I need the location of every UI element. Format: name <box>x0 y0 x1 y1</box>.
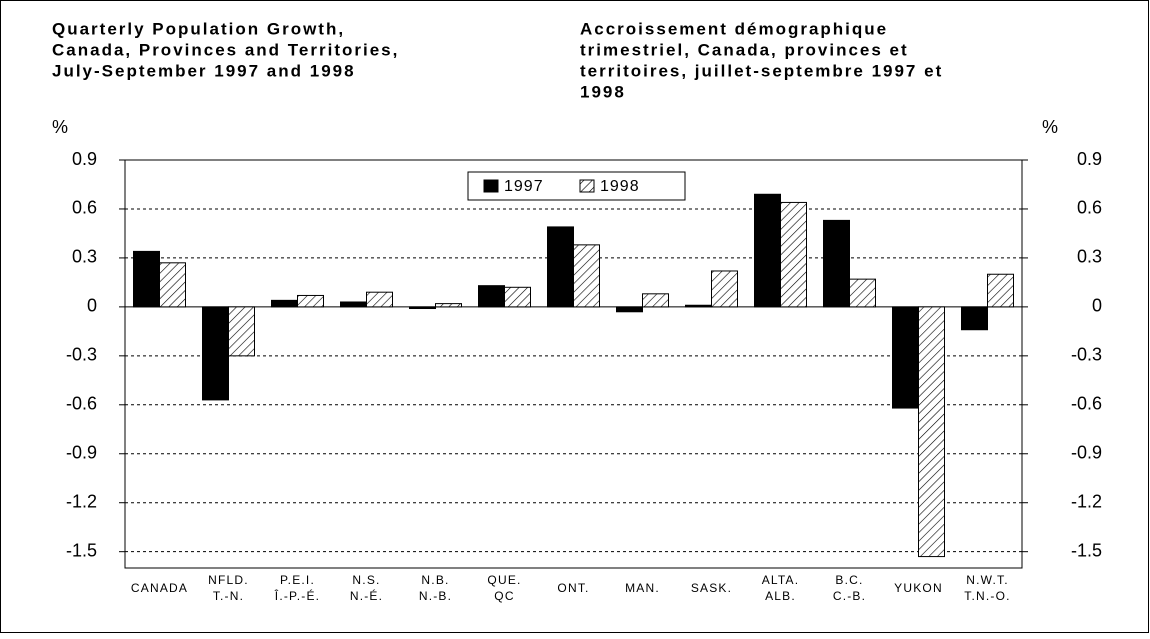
x-tick-label: N.W.T. <box>966 573 1009 587</box>
x-tick-label: CANADA <box>131 581 188 595</box>
bar <box>780 201 807 308</box>
bar <box>892 306 919 409</box>
x-tick-label: ALB. <box>765 589 796 603</box>
y2-tick-label: -1.2 <box>1071 491 1102 511</box>
y2-tick-label: -1.5 <box>1071 540 1102 560</box>
bar <box>366 291 393 308</box>
y2-tick-label: -0.3 <box>1071 345 1102 365</box>
y-tick-label: -0.9 <box>66 443 97 463</box>
bar <box>202 306 229 401</box>
x-tick-label: ALTA. <box>762 573 800 587</box>
chart-title: July-September 1997 and 1998 <box>52 61 356 80</box>
x-tick-label: QUE. <box>487 573 521 587</box>
x-tick-label: ONT. <box>557 581 589 595</box>
bar <box>823 219 850 308</box>
y-tick-label: 0.6 <box>72 198 97 218</box>
bar <box>685 304 712 308</box>
y2-tick-label: 0 <box>1092 296 1102 316</box>
legend-label: 1998 <box>600 178 640 195</box>
x-tick-label: YUKON <box>894 581 943 595</box>
bar <box>297 294 324 308</box>
y2-tick-label: -0.6 <box>1071 394 1102 414</box>
bar <box>918 306 945 558</box>
bar <box>987 273 1014 308</box>
bar <box>754 193 781 308</box>
bar <box>409 306 436 310</box>
x-tick-label: C.-B. <box>833 589 866 603</box>
bar <box>228 306 255 357</box>
x-tick-label: N.-É. <box>350 588 383 603</box>
y-axis-label: % <box>52 117 68 137</box>
chart-subtitle: trimestriel, Canada, provinces et <box>580 40 909 59</box>
legend-swatch <box>483 179 499 193</box>
y-tick-label: -0.6 <box>66 394 97 414</box>
chart-subtitle: territoires, juillet-septembre 1997 et <box>580 61 943 80</box>
plot-area <box>124 159 1023 569</box>
x-tick-label: NFLD. <box>208 573 249 587</box>
y2-tick-label: 0.9 <box>1077 149 1102 169</box>
y2-axis-label: % <box>1042 117 1058 137</box>
x-tick-label: P.E.I. <box>280 573 315 587</box>
x-tick-label: T.-N. <box>213 589 244 603</box>
x-tick-label: Î.-P.-É. <box>274 588 320 603</box>
x-tick-label: QC <box>494 589 514 603</box>
y2-tick-label: 0.3 <box>1077 247 1102 267</box>
y-tick-label: 0 <box>87 296 97 316</box>
bar <box>133 250 160 308</box>
y-tick-label: 0.9 <box>72 149 97 169</box>
y-tick-label: -0.3 <box>66 345 97 365</box>
bar <box>271 299 298 308</box>
legend-label: 1997 <box>504 178 544 195</box>
y-tick-label: -1.5 <box>66 540 97 560</box>
bar <box>961 306 988 331</box>
chart-subtitle: Accroissement démographique <box>580 19 888 38</box>
bar <box>573 244 600 308</box>
y-tick-label: -1.2 <box>66 491 97 511</box>
x-tick-label: N.-B. <box>419 589 452 603</box>
y2-tick-label: -0.9 <box>1071 443 1102 463</box>
bar <box>616 306 643 313</box>
bar <box>504 286 531 308</box>
bar <box>849 278 876 308</box>
x-tick-label: MAN. <box>625 581 660 595</box>
x-tick-label: N.B. <box>421 573 449 587</box>
legend-swatch <box>579 179 595 193</box>
bar <box>340 301 367 308</box>
legend-box <box>467 171 686 201</box>
bar <box>435 303 462 308</box>
bar <box>711 270 738 308</box>
y2-tick-label: 0.6 <box>1077 198 1102 218</box>
chart-subtitle: 1998 <box>580 82 626 101</box>
chart-title: Canada, Provinces and Territories, <box>52 40 399 59</box>
x-tick-label: SASK. <box>691 581 732 595</box>
chart-title: Quarterly Population Growth, <box>52 19 345 38</box>
bar <box>547 226 574 308</box>
bar <box>642 293 669 308</box>
x-tick-label: N.S. <box>352 573 380 587</box>
y-tick-label: 0.3 <box>72 247 97 267</box>
bar <box>159 262 186 308</box>
x-tick-label: B.C. <box>835 573 863 587</box>
x-tick-label: T.N.-O. <box>964 589 1010 603</box>
bar <box>478 285 505 308</box>
